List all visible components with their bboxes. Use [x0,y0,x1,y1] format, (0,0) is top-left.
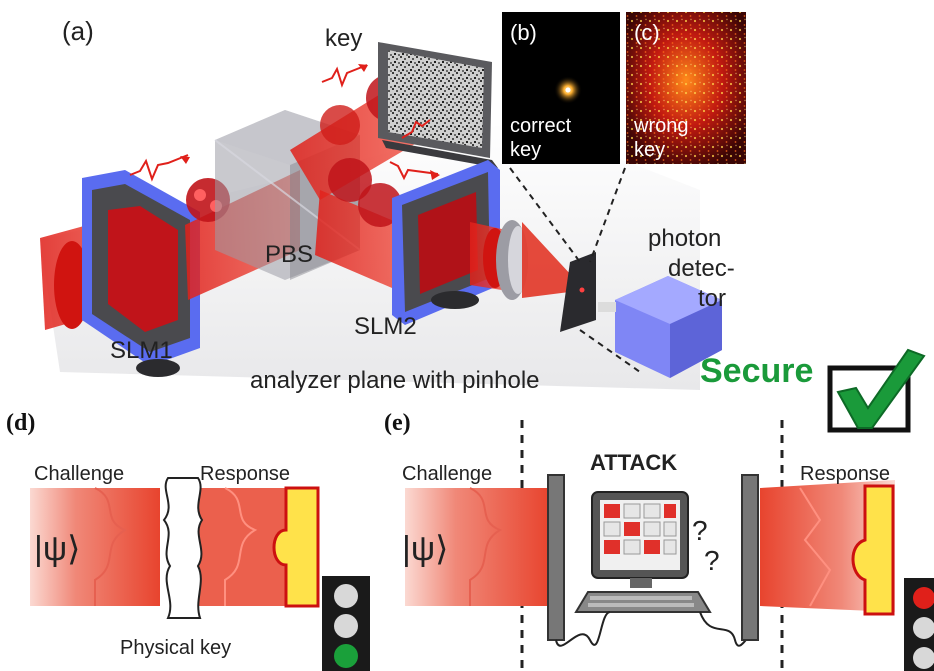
photon-arrow-2 [321,64,368,88]
photon-arrow-3 [401,119,431,139]
panel-c-caption-2: key [634,139,665,161]
photon-detector-label-1: photon [648,225,721,252]
panel-d-psi: |ψ⟩ [34,530,80,568]
green-light-icon [334,644,358,668]
panel-c: (c) wrong key [626,12,746,164]
analyzer-plane-label: analyzer plane with pinhole [250,367,540,394]
photon-arrow-1 [129,154,189,182]
cable-left [555,611,611,647]
photon-detector [598,276,722,378]
secure-checkbox-icon [827,348,926,433]
attack-slab-left [547,474,565,641]
panel-d-response-label: Response [200,463,290,485]
panel-d: (d) Challenge Response |ψ⟩ Physical key [6,410,370,671]
physical-key-label: Physical key [120,637,231,659]
traffic-light-green [322,576,370,671]
traffic-light-red [904,578,934,671]
attacker-computer-icon [574,491,712,613]
beam-cross-section [54,241,90,329]
zoom-line-left [509,167,581,263]
photon-arrow-4 [389,161,439,181]
panel-e-response-label: Response [800,463,890,485]
attack-challenge-beam [405,488,550,606]
panel-e: (e) ? ? [384,410,934,671]
photon-detector-label-3: tor [698,285,726,312]
panel-e-challenge-label: Challenge [402,463,492,485]
attack-response-puzzle-piece [851,484,895,616]
panel-a-letter: (a) [62,16,94,46]
question-mark-2: ? [704,545,720,576]
panel-b: (b) correct key [502,12,620,164]
pinhole-plane [560,252,596,332]
attack-slab-right [741,474,759,641]
zoom-line-right [589,167,626,263]
key-screen [378,42,498,168]
red-light-icon [913,587,934,609]
panel-b-caption-2: key [510,139,541,161]
panel-e-psi: |ψ⟩ [402,530,448,568]
attack-label: ATTACK [590,450,677,475]
panel-c-caption-1: wrong [633,115,688,137]
slm1-label: SLM1 [110,337,173,364]
pbs-label: PBS [265,241,313,268]
panel-b-letter: (b) [510,20,537,45]
secure-label: Secure [700,352,813,390]
panel-c-letter: (c) [634,20,660,45]
physical-key [162,477,204,619]
slm1 [82,170,200,377]
photon-detector-label-2: detec- [668,255,735,282]
panel-e-letter: (e) [384,410,411,436]
panel-d-letter: (d) [6,410,35,436]
panel-b-caption-1: correct [510,115,572,137]
slm2-label: SLM2 [354,313,417,340]
key-label: key [325,25,362,52]
question-mark-1: ? [692,515,708,546]
zoom-line-bottom [579,329,641,373]
response-puzzle-piece [272,486,320,608]
panel-a: (a) key PBS SLM1 SLM2 photon detec- tor … [40,16,926,433]
panel-d-challenge-label: Challenge [34,463,124,485]
